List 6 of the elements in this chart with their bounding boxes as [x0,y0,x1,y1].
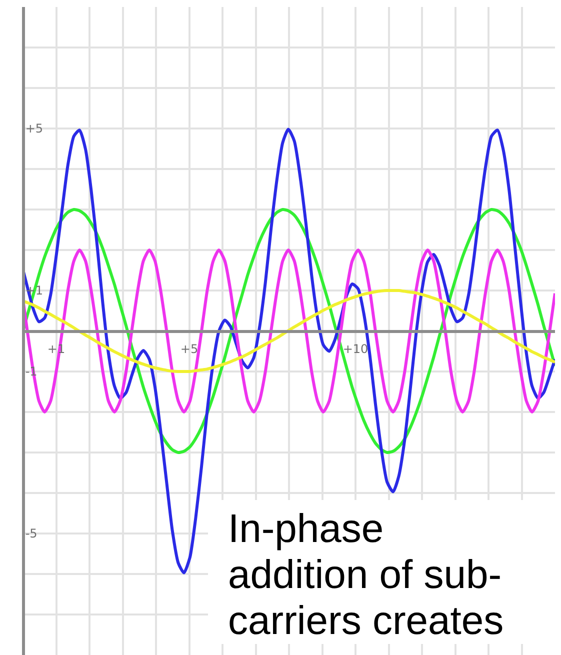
line-series [23,248,555,414]
x-tick-label: +5 [180,342,198,356]
x-tick-label: +10 [342,342,368,356]
annotation: In-phase addition of sub-carriers creates [208,500,561,644]
y-tick-label: +5 [25,122,44,136]
y-tick-label: -5 [25,526,38,541]
